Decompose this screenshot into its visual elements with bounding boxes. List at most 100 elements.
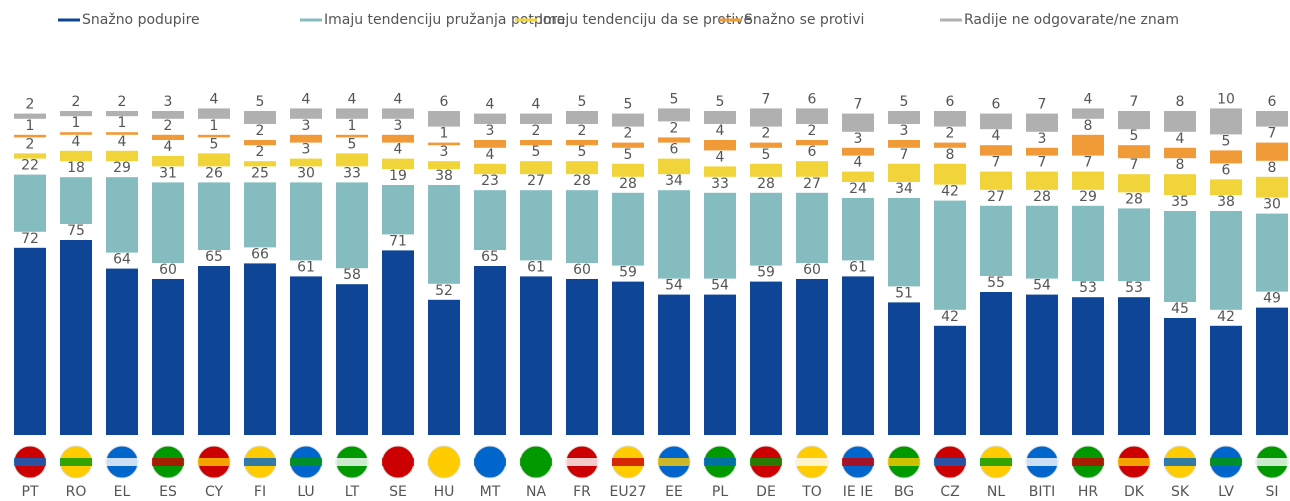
bar-segment xyxy=(1256,111,1288,127)
bar-segment xyxy=(750,163,782,177)
bar-segment xyxy=(888,140,920,148)
value-label: 4 xyxy=(486,147,495,163)
bar-segment xyxy=(428,161,460,169)
flag-band xyxy=(152,458,184,466)
value-label: 54 xyxy=(711,278,729,294)
value-label: 55 xyxy=(987,275,1005,291)
value-label: 18 xyxy=(67,160,85,176)
value-label: 2 xyxy=(808,123,817,139)
bar-segment xyxy=(1210,179,1242,195)
value-label: 4 xyxy=(394,91,403,107)
value-label: 5 xyxy=(1222,133,1231,149)
bar-segment xyxy=(1026,294,1058,435)
x-tick-label: TO xyxy=(801,484,822,500)
bar-segment xyxy=(980,145,1012,156)
value-label: 42 xyxy=(941,184,959,200)
flag-band xyxy=(382,458,414,466)
value-label: 4 xyxy=(118,134,127,150)
value-label: 6 xyxy=(946,94,955,110)
bar-segment xyxy=(1210,211,1242,310)
value-label: 6 xyxy=(1268,94,1277,110)
bar-segment xyxy=(382,108,414,119)
x-tick-label: BG xyxy=(894,484,914,500)
bar-segment xyxy=(106,150,138,162)
value-label: 6 xyxy=(440,94,449,110)
bar-segment xyxy=(888,198,920,287)
bar-segment xyxy=(152,279,184,435)
value-label: 6 xyxy=(992,97,1001,113)
value-label: 7 xyxy=(1130,94,1139,110)
bar-segment xyxy=(382,185,414,235)
bar-segment xyxy=(750,142,782,148)
value-label: 4 xyxy=(532,97,541,113)
bar-segment xyxy=(290,134,322,143)
bar-segment xyxy=(1072,205,1104,282)
bar-segment xyxy=(520,190,552,261)
bar-segment xyxy=(658,158,690,175)
bar-segment xyxy=(198,266,230,435)
bar-segment xyxy=(428,111,460,127)
bar-segment xyxy=(1210,150,1242,164)
bar-segment xyxy=(1256,142,1288,161)
bar-segment xyxy=(1164,147,1196,159)
bar-segment xyxy=(1072,171,1104,190)
value-label: 4 xyxy=(992,128,1001,144)
value-label: 38 xyxy=(435,168,453,184)
bar-segment xyxy=(152,134,184,140)
bar-segment xyxy=(612,163,644,177)
bar-segment xyxy=(842,171,874,182)
value-label: 1 xyxy=(210,118,219,134)
flag-band xyxy=(244,458,276,466)
value-label: 29 xyxy=(1079,189,1097,205)
legend-label: Radije ne odgovarate/ne znam xyxy=(964,12,1179,28)
x-tick-label: ES xyxy=(159,484,177,500)
bar-segment xyxy=(1026,113,1058,132)
bar-segment xyxy=(382,250,414,435)
value-label: 27 xyxy=(803,176,821,192)
bar-segment xyxy=(1072,134,1104,156)
value-label: 1 xyxy=(26,118,35,134)
value-label: 6 xyxy=(808,91,817,107)
flag-band xyxy=(106,458,138,466)
bar-segment xyxy=(1164,111,1196,132)
value-label: 38 xyxy=(1217,194,1235,210)
bar-segment xyxy=(336,108,368,119)
bar-segment xyxy=(520,161,552,175)
bar-segment xyxy=(888,163,920,182)
value-label: 6 xyxy=(1222,162,1231,178)
bar-segment xyxy=(1256,213,1288,292)
legend-label: Snažno podupire xyxy=(82,12,200,28)
bar-segment xyxy=(796,140,828,146)
value-label: 4 xyxy=(348,91,357,107)
bar-segment xyxy=(566,279,598,435)
bar-segment xyxy=(1256,176,1288,198)
value-label: 25 xyxy=(251,165,269,181)
bar-segment xyxy=(888,111,920,124)
bar-segment xyxy=(14,153,46,159)
bar-segment xyxy=(1164,174,1196,195)
flag-band xyxy=(1026,458,1058,466)
bar-segment xyxy=(290,158,322,167)
x-tick-label: PL xyxy=(712,484,728,500)
flag-band xyxy=(750,458,782,466)
value-label: 60 xyxy=(159,262,177,278)
bar-segment xyxy=(1118,297,1150,435)
x-tick-label: FI xyxy=(254,484,266,500)
bar-segment xyxy=(796,192,828,263)
flag-band xyxy=(290,458,322,466)
value-label: 30 xyxy=(1263,197,1281,213)
x-tick-label: DE xyxy=(756,484,776,500)
flag-band xyxy=(474,458,506,466)
x-tick-label: NA xyxy=(526,484,546,500)
bar-segment xyxy=(336,134,368,138)
value-label: 3 xyxy=(900,123,909,139)
value-label: 3 xyxy=(302,118,311,134)
bar-segment xyxy=(1118,208,1150,282)
value-label: 58 xyxy=(343,267,361,283)
legend-label: Snažno se protivi xyxy=(744,12,864,28)
bar-segment xyxy=(566,111,598,124)
bar-segment xyxy=(336,182,368,269)
flag-band xyxy=(428,458,460,466)
value-label: 2 xyxy=(26,97,35,113)
